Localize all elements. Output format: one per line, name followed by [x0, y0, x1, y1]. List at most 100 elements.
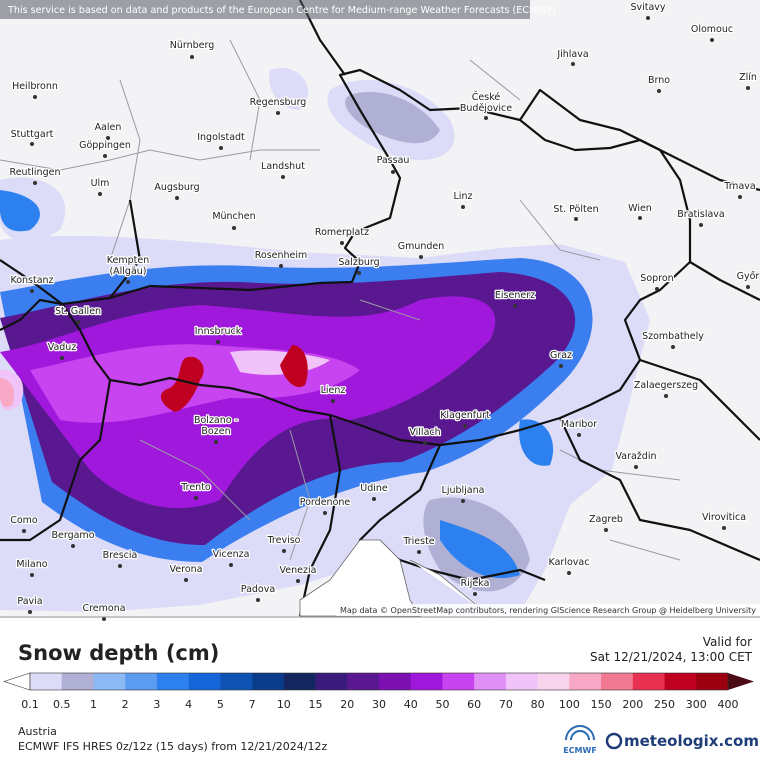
city: Gmunden: [396, 240, 446, 259]
city: Ingolstadt: [196, 131, 246, 150]
city-label: Aalen: [95, 122, 122, 133]
city-label: Venezia: [280, 565, 317, 576]
logo-arc: [565, 725, 595, 741]
attribution-band: [336, 604, 760, 616]
city-label: Göppingen: [79, 140, 131, 151]
city-dot: [571, 62, 575, 66]
city-dot: [76, 320, 80, 324]
city-dot: [671, 345, 675, 349]
national-borders: [0, 0, 760, 617]
city-label: Trento: [180, 482, 211, 493]
city-dot: [60, 356, 64, 360]
city-dot: [102, 617, 106, 621]
city-dot: [256, 598, 260, 602]
city-dot: [391, 170, 395, 174]
city: Szombathely: [641, 330, 706, 349]
city: Jihlava: [555, 48, 590, 66]
city-label: Linz: [454, 191, 473, 202]
colorbar-segment: [474, 673, 507, 690]
colorbar-label: 200: [622, 698, 643, 711]
ecmwf-logo: ECMWF: [563, 725, 597, 755]
city-label: Győr: [737, 271, 760, 282]
city-dot: [175, 196, 179, 200]
city-dot: [604, 528, 608, 532]
city-dot: [559, 364, 563, 368]
city-dot: [340, 241, 344, 245]
city: Romerplatz: [314, 226, 370, 245]
city-dot: [232, 226, 236, 230]
city: Rijeka: [459, 577, 491, 596]
city-label: Ulm: [91, 178, 110, 189]
city: Vicenza: [211, 548, 251, 567]
city-label: Como: [10, 515, 38, 526]
city: Trento: [179, 481, 212, 500]
city-dot: [103, 154, 107, 158]
city-dot: [746, 86, 750, 90]
colorbar-segment: [188, 673, 221, 690]
city-label: Rosenheim: [255, 250, 308, 261]
valid-time: Sat 12/21/2024, 13:00 CET: [590, 650, 753, 664]
colorbar-label: 80: [531, 698, 545, 711]
city-label: Maribor: [561, 419, 597, 430]
attribution: Map data © OpenStreetMap contributors, r…: [340, 606, 756, 615]
colorbar-segment: [569, 673, 602, 690]
city: Zalaegerszeg: [633, 379, 699, 398]
map: Svitavy Olomouc Nürnberg Jihlava Brno Zlín Hei…: [0, 0, 760, 621]
colorbar-label: 7: [249, 698, 256, 711]
city: Treviso: [265, 534, 302, 553]
city: Zagreb: [588, 513, 624, 532]
city: Győr: [735, 270, 760, 289]
city-label: Rijeka: [461, 578, 490, 589]
colorbar-above: [728, 673, 754, 690]
city: Olomouc: [690, 23, 734, 42]
colorbar-segment: [601, 673, 634, 690]
colorbar-segment: [252, 673, 285, 690]
city: Udine: [359, 482, 389, 501]
city-label: Bratislava: [677, 209, 724, 220]
city-label: Gmunden: [398, 241, 445, 252]
city-label: Brescia: [103, 550, 138, 561]
city-label: Trnava: [723, 181, 755, 192]
city-dot: [33, 95, 37, 99]
city-dot: [279, 264, 283, 268]
city: Ulm: [89, 177, 111, 196]
city-dot: [664, 394, 668, 398]
colorbar-label: 150: [591, 698, 612, 711]
city: Sopron: [639, 272, 675, 291]
city-label: Padova: [241, 584, 275, 595]
city-label: Eisenerz: [495, 290, 535, 301]
city: Venezia: [278, 564, 318, 583]
colorbar-label: 30: [372, 698, 386, 711]
colorbar-label: 250: [654, 698, 675, 711]
city: Reutlingen: [8, 166, 62, 185]
city-label: Verona: [170, 564, 203, 575]
city-label: Romerplatz: [315, 227, 369, 238]
city: Passau: [375, 154, 411, 174]
city-dot: [219, 146, 223, 150]
city-dot: [646, 16, 650, 20]
city: Salzburg: [337, 256, 381, 275]
colorbar-label: 0.5: [53, 698, 71, 711]
city-label: Landshut: [261, 161, 305, 172]
city-label: Pordenone: [300, 497, 351, 508]
colorbar-label: 3: [153, 698, 160, 711]
city-dot: [184, 578, 188, 582]
colorbar-label: 100: [559, 698, 580, 711]
colorbar-label: 20: [340, 698, 354, 711]
colorbar-label: 0.1: [21, 698, 39, 711]
city: Bergamo: [50, 529, 96, 548]
city: Trieste: [401, 535, 436, 554]
city-label: Brno: [648, 75, 670, 86]
city-label: Pavia: [17, 596, 42, 607]
city-dot: [323, 511, 327, 515]
city: Varaždin: [614, 450, 658, 469]
city-dot: [282, 549, 286, 553]
city-label: Szombathely: [642, 331, 704, 342]
city-dot: [746, 285, 750, 289]
city-dot: [98, 192, 102, 196]
colorbar-segment: [410, 673, 443, 690]
brand-icon: [605, 732, 623, 750]
city-label: Stuttgart: [11, 129, 54, 140]
city-label: Zlín: [739, 72, 757, 83]
city-dot: [30, 573, 34, 577]
